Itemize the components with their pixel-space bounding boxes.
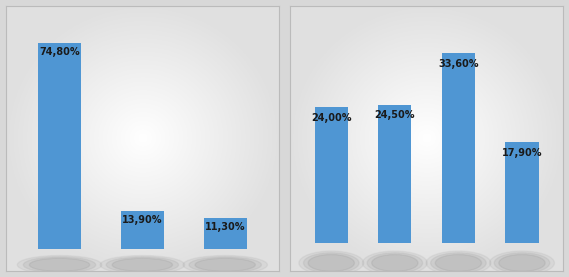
Text: 74,80%: 74,80% — [39, 47, 80, 57]
Ellipse shape — [435, 255, 481, 271]
Text: 24,00%: 24,00% — [311, 113, 352, 123]
Ellipse shape — [17, 256, 102, 274]
Ellipse shape — [489, 251, 554, 275]
Ellipse shape — [499, 255, 545, 271]
Ellipse shape — [112, 258, 172, 271]
Bar — [204, 218, 247, 249]
Ellipse shape — [372, 255, 418, 271]
Ellipse shape — [183, 256, 267, 274]
Bar — [315, 107, 348, 243]
Text: 24,50%: 24,50% — [374, 110, 415, 120]
Ellipse shape — [308, 255, 354, 271]
Ellipse shape — [299, 251, 364, 275]
Ellipse shape — [494, 253, 550, 273]
Bar — [378, 104, 411, 243]
Ellipse shape — [303, 253, 359, 273]
Ellipse shape — [23, 257, 96, 273]
Text: 13,90%: 13,90% — [122, 215, 163, 225]
Ellipse shape — [367, 253, 423, 273]
Text: 33,60%: 33,60% — [438, 59, 479, 69]
Bar — [38, 43, 81, 249]
Bar — [442, 53, 475, 243]
Ellipse shape — [362, 251, 427, 275]
Ellipse shape — [426, 251, 491, 275]
Ellipse shape — [30, 258, 90, 271]
Ellipse shape — [431, 253, 486, 273]
Text: 17,90%: 17,90% — [502, 148, 542, 158]
Bar — [121, 211, 164, 249]
Ellipse shape — [189, 257, 261, 273]
Text: 11,30%: 11,30% — [205, 222, 245, 232]
Bar — [505, 142, 538, 243]
Ellipse shape — [100, 256, 184, 274]
Ellipse shape — [195, 258, 255, 271]
Ellipse shape — [106, 257, 179, 273]
